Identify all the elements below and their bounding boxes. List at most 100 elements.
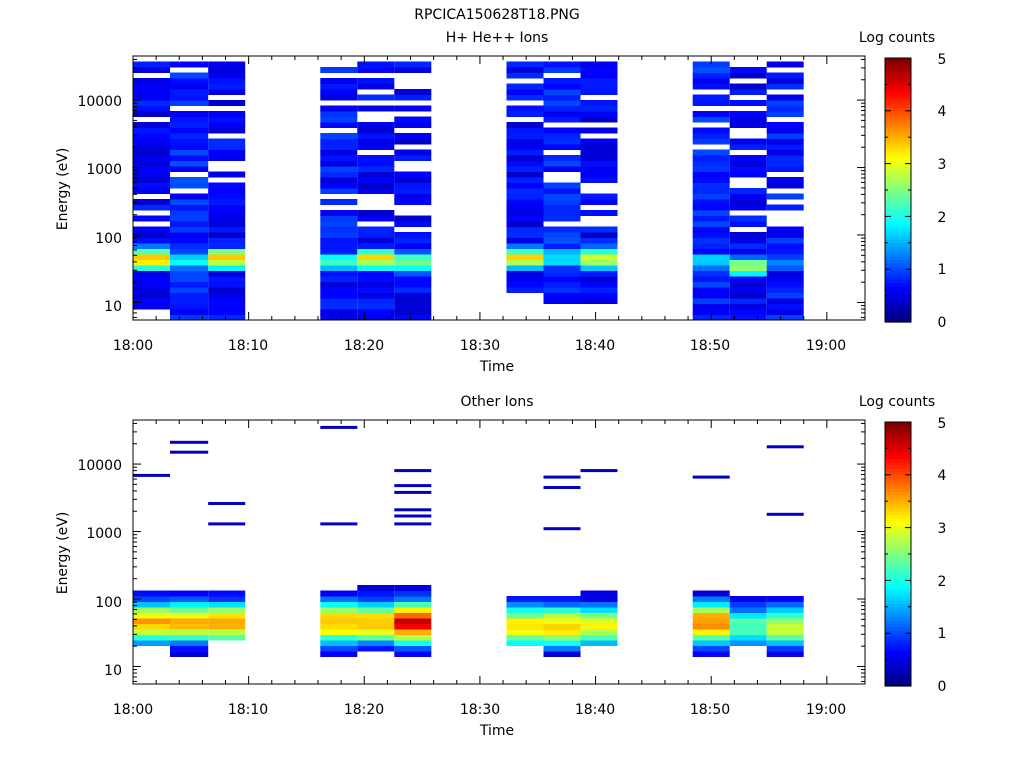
- colorbar-band: [885, 580, 911, 585]
- heatmap-cell: [543, 623, 581, 630]
- heatmap-cell: [320, 618, 358, 624]
- heatmap-cell: [543, 127, 581, 134]
- heatmap-cell: [729, 155, 767, 161]
- heatmap-cell: [170, 651, 209, 657]
- colorbar-band: [885, 199, 911, 204]
- heatmap-cell: [692, 640, 730, 646]
- heatmap-cell: [506, 171, 544, 178]
- heatmap-cell: [357, 105, 395, 112]
- heatmap-cell: [543, 281, 581, 288]
- colorbar-band: [885, 563, 911, 568]
- heatmap-cells: [133, 425, 804, 657]
- heatmap-cell: [208, 232, 246, 238]
- colorbar-band: [885, 659, 911, 664]
- heatmap-cell: [208, 634, 246, 641]
- heatmap-cell: [170, 83, 209, 90]
- x-tick-label: 18:30: [460, 338, 500, 354]
- colorbar-band: [885, 246, 911, 250]
- heatmap-cell: [766, 276, 804, 282]
- heatmap-cell: [133, 171, 170, 178]
- heatmap-cell: [729, 601, 767, 608]
- heatmap-cell: [394, 122, 432, 128]
- heatmap-cell: [692, 281, 730, 288]
- heatmap-cell: [357, 270, 395, 277]
- heatmap-cell: [208, 303, 246, 310]
- heatmap-cell: [729, 612, 767, 619]
- colorbar-band: [885, 620, 911, 624]
- heatmap-cell: [133, 199, 170, 205]
- colorbar-band: [885, 488, 911, 492]
- colorbar-band: [885, 550, 911, 555]
- colorbar-band: [885, 474, 911, 479]
- heatmap-cell: [208, 314, 246, 321]
- colorbar-band: [885, 176, 911, 181]
- heatmap-cell: [208, 522, 246, 526]
- heatmap-cell: [320, 210, 358, 216]
- colorbar-band: [885, 560, 911, 565]
- heatmap-cell: [692, 629, 730, 635]
- heatmap-cell: [208, 111, 246, 117]
- heatmap-cell: [692, 475, 730, 479]
- heatmap-cell: [170, 122, 209, 128]
- heatmap-cell: [170, 270, 209, 277]
- colorbar-band: [885, 173, 911, 178]
- heatmap-cell: [357, 601, 395, 608]
- heatmap-cell: [394, 248, 432, 255]
- heatmap-cell: [208, 237, 246, 244]
- heatmap-cell: [320, 155, 358, 161]
- colorbar-band: [885, 573, 911, 578]
- colorbar-tick-label: 3: [938, 521, 947, 537]
- colorbar-band: [885, 193, 911, 198]
- heatmap-cell: [320, 171, 358, 178]
- heatmap-cell: [692, 590, 730, 597]
- heatmap-cell: [506, 259, 544, 266]
- colorbar-band: [885, 81, 911, 85]
- heatmap-cell: [580, 596, 618, 602]
- heatmap-cell: [320, 177, 358, 183]
- heatmap-cell: [170, 177, 209, 183]
- colorbar-band: [885, 616, 911, 621]
- heatmap-cell: [170, 590, 209, 597]
- heatmap-cell: [543, 226, 581, 233]
- heatmap-cell: [208, 254, 246, 260]
- heatmap-cell: [357, 303, 395, 310]
- colorbar-band: [885, 166, 911, 171]
- heatmap-cell: [133, 270, 170, 277]
- colorbar-band: [885, 587, 911, 591]
- heatmap-cell: [394, 514, 432, 518]
- heatmap-cell: [692, 303, 730, 310]
- heatmap-cell: [692, 155, 730, 161]
- heatmap-cell: [580, 634, 618, 641]
- heatmap-cell: [766, 292, 804, 299]
- colorbar-band: [885, 312, 911, 316]
- heatmap-cell: [320, 645, 358, 652]
- colorbar-band: [885, 672, 911, 677]
- heatmap-cell: [394, 645, 432, 652]
- heatmap-cell: [133, 160, 170, 167]
- heatmap-cell: [506, 276, 544, 282]
- heatmap-cell: [320, 111, 358, 117]
- heatmap-cell: [766, 248, 804, 255]
- colorbar-band: [885, 71, 911, 76]
- colorbar-band: [885, 435, 911, 440]
- heatmap-cell: [208, 612, 246, 619]
- colorbar-band: [885, 64, 911, 69]
- heatmap-cell: [692, 166, 730, 172]
- colorbar-band: [885, 133, 911, 138]
- heatmap-cell: [506, 149, 544, 156]
- colorbar-band: [885, 554, 911, 558]
- heatmap-cell: [320, 133, 358, 139]
- heatmap-cell: [543, 259, 581, 266]
- heatmap-cell: [394, 314, 432, 321]
- heatmap-cell: [543, 215, 581, 222]
- heatmap-cell: [394, 155, 432, 161]
- colorbar-band: [885, 140, 911, 145]
- heatmap-cell: [766, 232, 804, 238]
- colorbar-band: [885, 114, 911, 118]
- heatmap-cell: [320, 259, 358, 266]
- heatmap-cell: [208, 61, 246, 68]
- x-tick-label: 18:10: [228, 338, 268, 354]
- colorbar-band: [885, 596, 911, 601]
- colorbar-band: [885, 87, 911, 92]
